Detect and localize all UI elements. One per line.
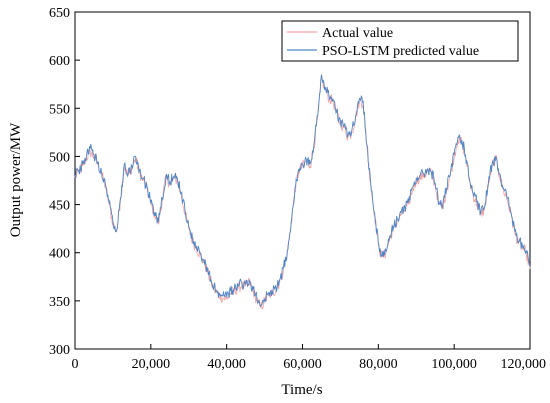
y-tick-label: 450 xyxy=(49,199,70,214)
legend-box xyxy=(281,20,519,62)
x-tick-label: 20,000 xyxy=(132,357,171,372)
series-line-1 xyxy=(74,74,531,307)
x-tick-label: 0 xyxy=(72,357,79,372)
series-line-0 xyxy=(74,78,531,310)
y-tick-label: 650 xyxy=(49,6,70,21)
y-axis-ticks: 300 350 400 450 500 550 600 650 xyxy=(49,6,80,358)
x-tick-label: 60,000 xyxy=(283,357,322,372)
legend: Actual value PSO-LSTM predicted value xyxy=(281,20,519,62)
x-tick-label: 80,000 xyxy=(359,357,398,372)
legend-label-actual: Actual value xyxy=(322,26,393,41)
legend-label-predicted: PSO-LSTM predicted value xyxy=(322,44,479,59)
x-tick-label: 120,000 xyxy=(501,357,547,372)
y-axis-label: Output power/MW xyxy=(8,122,24,237)
x-tick-label: 100,000 xyxy=(431,357,477,372)
y-tick-label: 550 xyxy=(49,102,70,117)
y-tick-label: 500 xyxy=(49,150,70,165)
x-axis-label: Time/s xyxy=(281,382,322,398)
y-tick-label: 350 xyxy=(49,295,70,310)
x-axis-ticks: 0 20,000 40,000 60,000 80,000 100,000 120,000 xyxy=(72,344,547,372)
y-tick-label: 300 xyxy=(49,343,70,358)
x-tick-label: 40,000 xyxy=(207,357,246,372)
y-tick-label: 600 xyxy=(49,54,70,69)
y-tick-label: 400 xyxy=(49,247,70,262)
series-layer xyxy=(74,74,531,310)
